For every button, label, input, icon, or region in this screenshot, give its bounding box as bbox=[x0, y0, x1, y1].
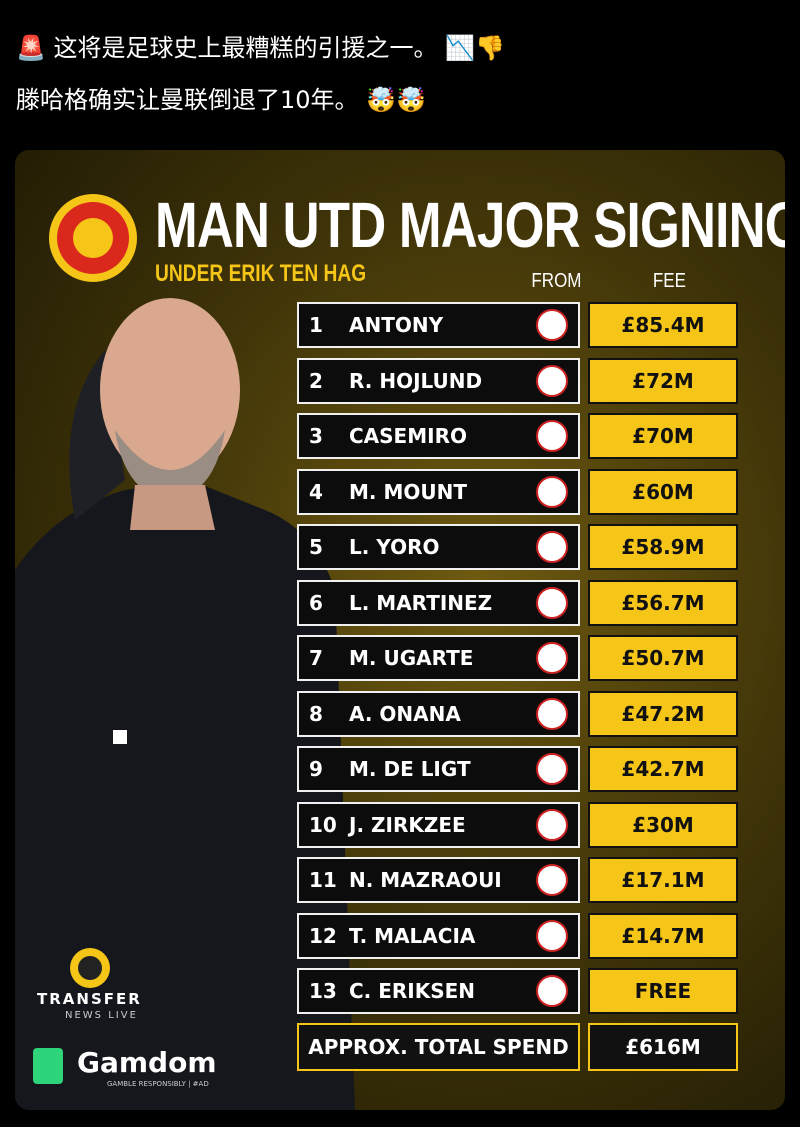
club-badge bbox=[536, 531, 568, 563]
title: MAN UTD MAJOR SIGNINGS bbox=[155, 189, 785, 261]
total-value: £616M bbox=[588, 1023, 738, 1071]
sponsor: Gamdom bbox=[77, 1046, 217, 1079]
fee: £50.7M bbox=[588, 635, 738, 681]
fee: FREE bbox=[588, 968, 738, 1014]
player-name: N. MAZRAOUI bbox=[349, 868, 502, 892]
subtitle: UNDER ERIK TEN HAG bbox=[155, 260, 367, 287]
player-row: 5 L. YORO bbox=[297, 524, 580, 570]
player-row: 13 C. ERIKSEN bbox=[297, 968, 580, 1014]
transfer-news-logo bbox=[70, 948, 110, 988]
player-name: M. UGARTE bbox=[349, 646, 474, 670]
player-name: CASEMIRO bbox=[349, 424, 467, 448]
column-header: FEE bbox=[652, 270, 686, 292]
fee: £47.2M bbox=[588, 690, 738, 737]
fee: £58.9M bbox=[588, 524, 738, 570]
fee: £72M bbox=[588, 357, 738, 404]
player-name: L. MARTINEZ bbox=[349, 590, 493, 615]
sponsor-note: GAMBLE RESPONSIBLY | #AD bbox=[107, 1080, 209, 1088]
gamdom-logo bbox=[33, 1048, 63, 1084]
rank: 10 bbox=[309, 812, 337, 837]
rank: 6 bbox=[309, 590, 323, 615]
club-badge bbox=[536, 919, 568, 952]
player-row: 8 A. ONANA bbox=[297, 690, 580, 737]
rank: 11 bbox=[309, 868, 337, 892]
rank: 8 bbox=[309, 701, 323, 726]
player-row: 6 L. MARTINEZ bbox=[297, 579, 580, 626]
infographic: MAN UTD MAJOR SIGNINGS UNDER ERIK TEN HA… bbox=[15, 150, 785, 1110]
player-name: M. DE LIGT bbox=[349, 757, 471, 781]
post-line: 滕哈格确实让曼联倒退了10年。 🤯🤯 bbox=[16, 86, 426, 114]
player-row: 9 M. DE LIGT bbox=[297, 746, 580, 792]
player-row: 2 R. HOJLUND bbox=[297, 357, 580, 404]
club-badge bbox=[536, 586, 568, 619]
player-row: 1 ANTONY bbox=[297, 302, 580, 348]
player-name: C. ERIKSEN bbox=[349, 979, 476, 1003]
player-row: 4 M. MOUNT bbox=[297, 468, 580, 515]
brand-name: TRANSFER bbox=[37, 990, 142, 1008]
club-badge bbox=[536, 808, 568, 841]
total-label: APPROX. TOTAL SPEND bbox=[297, 1023, 580, 1071]
club-badge bbox=[536, 864, 568, 896]
player-name: M. MOUNT bbox=[349, 479, 467, 504]
club-badge bbox=[536, 475, 568, 508]
rank: 5 bbox=[309, 535, 323, 559]
player-name: R. HOJLUND bbox=[349, 368, 483, 393]
fee: £14.7M bbox=[588, 912, 738, 959]
club-badge bbox=[536, 975, 568, 1007]
player-row: 7 M. UGARTE bbox=[297, 635, 580, 681]
club-badge bbox=[536, 364, 568, 397]
player-row: 10 J. ZIRKZEE bbox=[297, 801, 580, 848]
fee: £85.4M bbox=[588, 302, 738, 348]
club-badge bbox=[536, 642, 568, 674]
player-row: 3 CASEMIRO bbox=[297, 413, 580, 459]
fee: £60M bbox=[588, 468, 738, 515]
club-badge bbox=[536, 697, 568, 730]
rank: 4 bbox=[309, 479, 323, 504]
club-badge bbox=[536, 420, 568, 452]
fee: £17.1M bbox=[588, 857, 738, 903]
club-badge bbox=[536, 309, 568, 341]
player-row: 11 N. MAZRAOUI bbox=[297, 857, 580, 903]
brand-subname: NEWS LIVE bbox=[65, 1010, 138, 1021]
fee: £70M bbox=[588, 413, 738, 459]
rank: 7 bbox=[309, 646, 323, 670]
player-name: L. YORO bbox=[349, 535, 440, 559]
club-badge bbox=[536, 753, 568, 785]
player-name: ANTONY bbox=[349, 313, 444, 337]
illustration bbox=[15, 194, 355, 1110]
rank: 3 bbox=[309, 424, 323, 448]
rank: 9 bbox=[309, 757, 323, 781]
player-name: A. ONANA bbox=[349, 701, 461, 726]
rank: 1 bbox=[309, 313, 323, 337]
club-crest bbox=[49, 194, 137, 282]
player-name: J. ZIRKZEE bbox=[349, 812, 466, 837]
fee: £30M bbox=[588, 801, 738, 848]
rank: 12 bbox=[309, 923, 337, 948]
rank: 2 bbox=[309, 368, 323, 393]
player-row: 12 T. MALACIA bbox=[297, 912, 580, 959]
rank: 13 bbox=[309, 979, 337, 1003]
player-name: T. MALACIA bbox=[349, 923, 476, 948]
fee: £56.7M bbox=[588, 579, 738, 626]
post-line: 🚨 这将是足球史上最糟糕的引援之一。 📉👎 bbox=[16, 34, 505, 62]
column-header: FROM bbox=[531, 270, 582, 292]
fee: £42.7M bbox=[588, 746, 738, 792]
